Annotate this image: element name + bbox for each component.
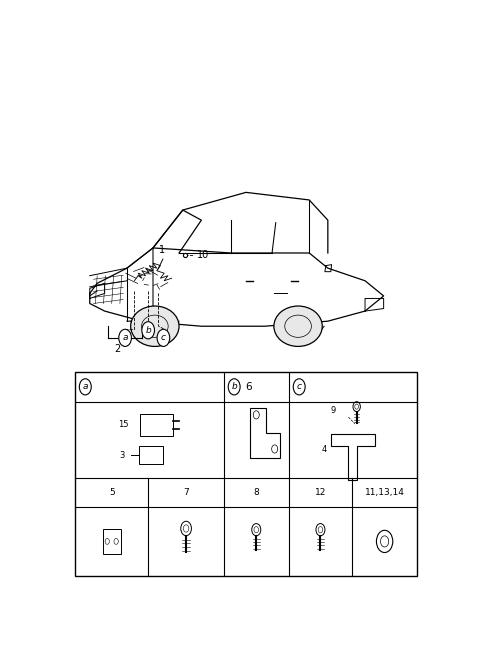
Text: 4: 4	[322, 445, 327, 455]
Text: b: b	[231, 382, 237, 392]
Text: 7: 7	[183, 487, 189, 497]
Text: a: a	[83, 382, 88, 392]
Ellipse shape	[274, 306, 322, 346]
Bar	[103, 529, 120, 554]
Text: 11,13,14: 11,13,14	[365, 487, 405, 497]
Text: 1: 1	[159, 245, 166, 255]
Circle shape	[79, 379, 91, 395]
Text: 12: 12	[315, 487, 326, 497]
Circle shape	[142, 321, 155, 339]
Circle shape	[157, 329, 170, 346]
Text: c: c	[161, 333, 166, 342]
Text: 5: 5	[109, 487, 115, 497]
Text: 6: 6	[246, 382, 252, 392]
Text: 8: 8	[253, 487, 259, 497]
Text: b: b	[145, 326, 151, 335]
Text: 9: 9	[331, 406, 336, 415]
Circle shape	[293, 379, 305, 395]
Text: a: a	[122, 333, 128, 342]
Circle shape	[119, 329, 132, 346]
Bar	[140, 414, 173, 436]
Text: c: c	[297, 382, 302, 392]
Ellipse shape	[131, 306, 179, 346]
Text: 3: 3	[119, 451, 124, 460]
Bar	[75, 372, 417, 576]
Text: 10: 10	[197, 249, 209, 260]
Text: 15: 15	[119, 420, 129, 429]
Circle shape	[228, 379, 240, 395]
Text: 2: 2	[115, 344, 121, 354]
Bar	[139, 446, 164, 464]
